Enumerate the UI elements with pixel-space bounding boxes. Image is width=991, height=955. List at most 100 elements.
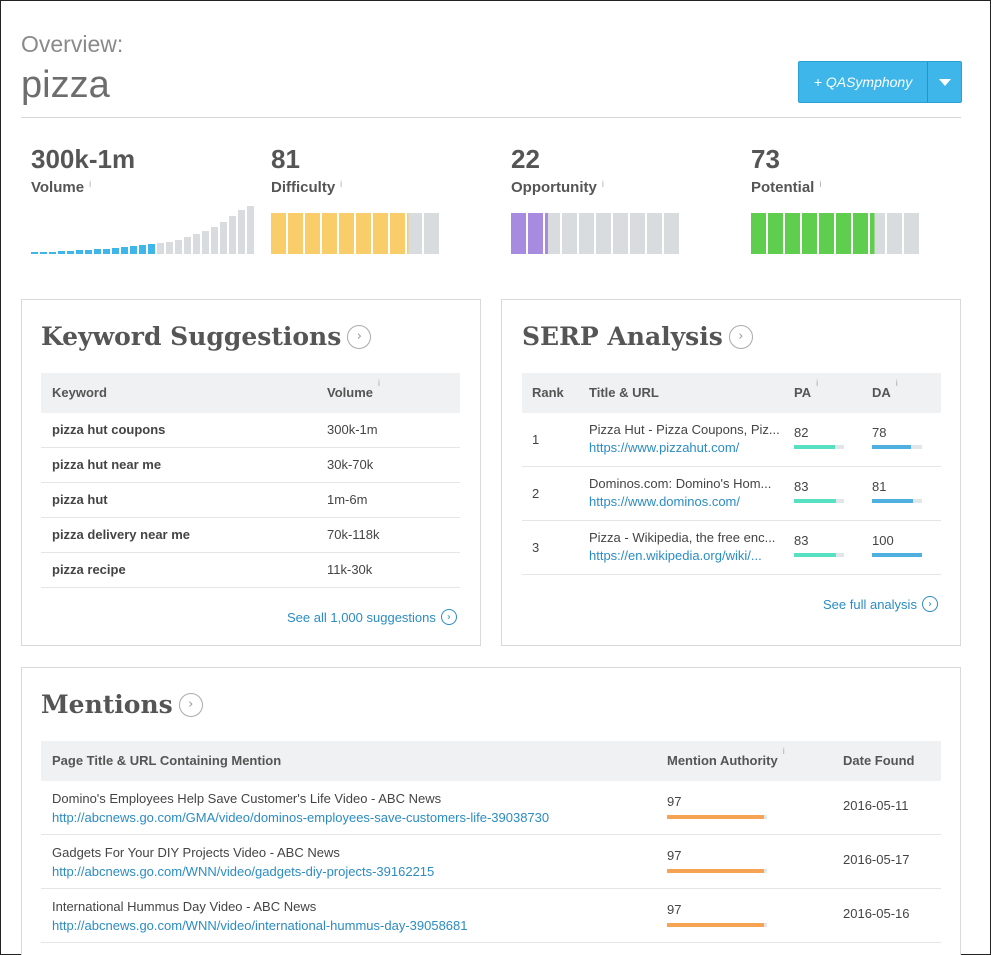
column-header-da[interactable]: DA i [872, 373, 898, 413]
pa-value: 83 [794, 533, 809, 548]
metric-label: Volume [31, 179, 85, 196]
volume-trend-bar [130, 246, 137, 254]
score-segment [630, 213, 645, 254]
result-url[interactable]: https://en.wikipedia.org/wiki/... [589, 548, 762, 563]
pa-bar [794, 499, 844, 503]
table-row: International Hummus Day Video - ABC New… [41, 889, 941, 943]
table-row[interactable]: pizza hut near me 30k-70k [41, 448, 460, 483]
score-segment [562, 213, 577, 254]
score-segment [356, 213, 371, 254]
volume-trend-bar [148, 244, 155, 254]
authority-bar-fill [667, 815, 764, 819]
score-segment [819, 213, 834, 254]
column-header-pa[interactable]: PA i [794, 373, 818, 413]
score-segment [768, 213, 783, 254]
column-header-mention-authority[interactable]: Mention Authority i [667, 741, 785, 781]
score-segment [751, 213, 766, 254]
chevron-right-icon: › [921, 596, 938, 612]
metric-difficulty: 81 Difficulty i [271, 144, 342, 196]
result-title[interactable]: Dominos.com: Domino's Hom... [589, 476, 772, 491]
keyword-cell[interactable]: pizza hut near me [52, 457, 162, 472]
info-icon[interactable]: i [782, 746, 785, 756]
table-header: Page Title & URL Containing Mention Ment… [41, 741, 941, 781]
mention-url[interactable]: http://abcnews.go.com/GMA/video/dominos-… [52, 810, 550, 825]
keyword-cell[interactable]: pizza recipe [52, 562, 126, 577]
authority-value: 97 [667, 902, 682, 917]
date-found: 2016-05-16 [843, 906, 910, 921]
table-row[interactable]: pizza recipe 11k-30k [41, 553, 460, 588]
metric-value: 300k-1m [31, 144, 136, 174]
info-icon[interactable]: i [340, 179, 343, 189]
result-title[interactable]: Pizza - Wikipedia, the free enc... [589, 530, 776, 545]
info-icon[interactable]: i [601, 179, 604, 189]
volume-cell: 30k-70k [327, 457, 374, 472]
info-icon[interactable]: i [89, 179, 92, 189]
result-url[interactable]: https://www.pizzahut.com/ [589, 440, 740, 455]
column-header-title-url[interactable]: Title & URL [589, 385, 659, 400]
score-segment [613, 213, 628, 254]
column-header-label: Mention Authority [667, 753, 778, 768]
volume-trend-bar [139, 245, 146, 254]
table-row[interactable]: pizza hut coupons 300k-1m [41, 413, 460, 448]
da-value: 81 [872, 479, 887, 494]
score-segment [596, 213, 611, 254]
add-to-list-button[interactable]: + QASymphony [813, 74, 913, 90]
info-icon[interactable]: i [816, 378, 819, 388]
mention-url[interactable]: http://abcnews.go.com/WNN/video/gadgets-… [52, 864, 435, 879]
score-segment [870, 213, 885, 254]
chevron-right-icon[interactable]: › [347, 324, 372, 349]
chevron-right-icon[interactable]: › [178, 692, 203, 717]
volume-trend-bar [220, 222, 227, 254]
da-bar-fill [872, 499, 913, 503]
see-full-analysis-link[interactable]: See full analysis › [823, 596, 938, 612]
column-header-date-found[interactable]: Date Found [843, 753, 915, 768]
volume-trend-bar [85, 250, 92, 254]
authority-value: 97 [667, 794, 682, 809]
mentions-title[interactable]: Mentions › [41, 690, 203, 719]
da-bar [872, 499, 922, 503]
volume-trend-bar [175, 240, 182, 254]
overview-label: Overview: [21, 31, 124, 57]
rank-cell: 3 [532, 540, 540, 555]
mention-title[interactable]: International Hummus Day Video - ABC New… [52, 899, 317, 914]
column-header-keyword[interactable]: Keyword [52, 385, 107, 400]
keyword-cell[interactable]: pizza hut coupons [52, 422, 166, 437]
volume-cell: 11k-30k [327, 562, 373, 577]
list-dropdown-button[interactable] [927, 62, 961, 102]
result-title[interactable]: Pizza Hut - Pizza Coupons, Piz... [589, 422, 780, 437]
score-segment [528, 213, 543, 254]
keyword-suggestions-title[interactable]: Keyword Suggestions › [41, 322, 372, 351]
column-header-rank[interactable]: Rank [532, 385, 564, 400]
table-row: 3 Pizza - Wikipedia, the free enc... https… [522, 521, 941, 575]
authority-bar [667, 815, 767, 819]
keyword-cell[interactable]: pizza hut [52, 492, 108, 507]
result-url[interactable]: https://www.dominos.com/ [589, 494, 740, 509]
table-row[interactable]: pizza delivery near me 70k-118k [41, 518, 460, 553]
serp-analysis-title[interactable]: SERP Analysis › [522, 322, 753, 351]
score-segment [904, 213, 919, 254]
column-header-label: PA [794, 385, 812, 400]
column-header-page-title[interactable]: Page Title & URL Containing Mention [52, 753, 282, 768]
mentions-card: Mentions › Page Title & URL Containing M… [21, 667, 961, 955]
table-row: Gadgets For Your DIY Projects Video - AB… [41, 835, 941, 889]
da-bar [872, 445, 922, 449]
difficulty-score-bar [271, 213, 441, 254]
metric-volume: 300k-1m Volume i [31, 144, 135, 196]
info-icon[interactable]: i [895, 378, 898, 388]
table-row[interactable]: pizza hut 1m-6m [41, 483, 460, 518]
score-segment [305, 213, 320, 254]
info-icon[interactable]: i [819, 179, 822, 189]
chevron-right-icon[interactable]: › [728, 324, 753, 349]
pa-value: 83 [794, 479, 809, 494]
keyword-cell[interactable]: pizza delivery near me [52, 527, 191, 542]
score-segment [511, 213, 526, 254]
column-header-volume[interactable]: Volumei [327, 373, 380, 413]
mention-url[interactable]: http://abcnews.go.com/WNN/video/internat… [52, 918, 468, 933]
see-all-suggestions-link[interactable]: See all 1,000 suggestions › [287, 609, 457, 625]
info-icon[interactable]: i [378, 378, 380, 388]
date-found: 2016-05-11 [843, 798, 909, 813]
authority-bar-fill [667, 869, 764, 873]
mention-title[interactable]: Domino's Employees Help Save Customer's … [52, 791, 442, 806]
metric-label: Potential [751, 179, 815, 196]
mention-title[interactable]: Gadgets For Your DIY Projects Video - AB… [52, 845, 340, 860]
